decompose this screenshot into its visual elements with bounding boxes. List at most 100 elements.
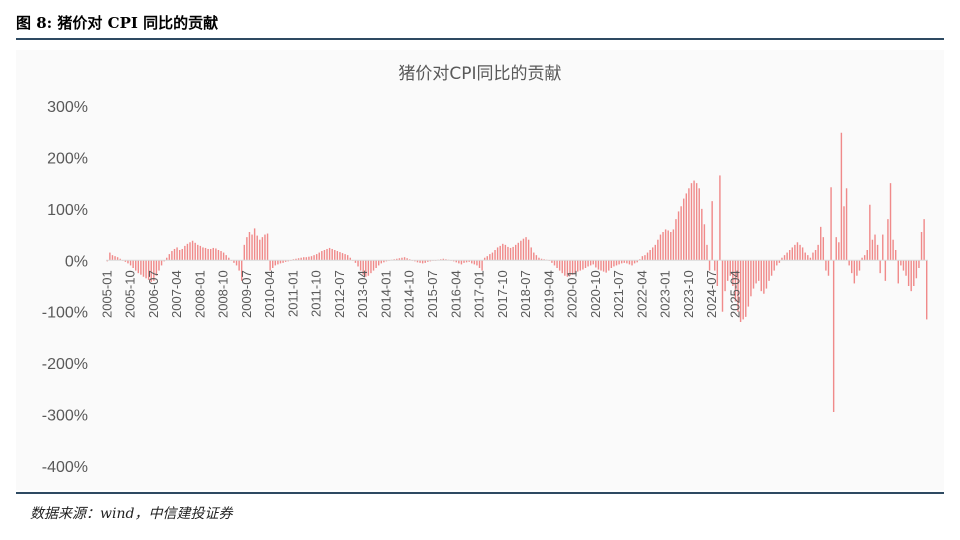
bar: [871, 239, 874, 261]
bar: [646, 252, 649, 261]
bar: [189, 242, 191, 261]
bar: [305, 257, 308, 261]
bar: [334, 250, 336, 261]
bar: [913, 260, 915, 286]
bar: [571, 260, 574, 275]
y-tick-label: -100%: [42, 305, 88, 322]
bar: [861, 257, 863, 261]
bar: [416, 260, 419, 263]
bar: [520, 240, 522, 261]
bar: [473, 260, 476, 265]
bar: [191, 240, 194, 261]
bar: [602, 260, 605, 272]
bar: [845, 188, 848, 261]
bar: [747, 260, 750, 307]
bar: [667, 230, 669, 261]
y-tick-label: 300%: [47, 99, 88, 116]
bar: [160, 260, 163, 266]
bar: [292, 259, 295, 261]
bar: [551, 260, 553, 263]
bar: [675, 219, 677, 261]
bar: [147, 260, 150, 280]
bar: [235, 260, 238, 266]
bar: [817, 244, 819, 261]
bar: [264, 234, 266, 261]
bar: [659, 234, 662, 261]
bar: [582, 260, 584, 270]
bar: [515, 244, 517, 261]
bar: [778, 260, 781, 263]
bar: [915, 260, 918, 279]
bar: [308, 256, 310, 261]
bar: [140, 260, 142, 275]
bar: [840, 132, 843, 261]
bar: [814, 250, 817, 261]
bar: [455, 260, 457, 263]
bar: [587, 260, 589, 267]
bar: [825, 260, 827, 271]
bar: [380, 260, 382, 264]
bar: [863, 255, 866, 261]
bar: [414, 260, 416, 262]
bar: [199, 245, 202, 261]
bar: [504, 244, 507, 261]
bar: [173, 248, 176, 261]
bar: [856, 260, 858, 276]
bar: [357, 260, 359, 267]
bar: [724, 260, 726, 292]
bar: [685, 193, 688, 261]
bar: [458, 260, 460, 264]
source-note: 数据来源：wind，中信建投证券: [30, 506, 233, 522]
bar: [657, 239, 659, 261]
bar: [135, 260, 137, 271]
bar: [375, 260, 377, 268]
bar: [527, 239, 530, 261]
bar: [633, 260, 636, 264]
bar: [623, 260, 625, 263]
bar: [406, 258, 408, 261]
bar: [636, 260, 638, 263]
bar: [786, 252, 788, 261]
bar: [644, 255, 646, 261]
bar: [910, 260, 912, 292]
bar: [341, 253, 344, 261]
bar: [809, 257, 812, 261]
x-tick-label: 2005-01: [99, 270, 114, 318]
bar: [266, 233, 269, 261]
bar: [801, 247, 804, 261]
bar: [186, 243, 189, 261]
bar: [403, 257, 406, 261]
bar: [538, 257, 540, 261]
bar: [478, 260, 481, 268]
bar: [561, 260, 563, 274]
bar: [755, 260, 757, 284]
bar: [181, 248, 183, 261]
bar: [155, 260, 158, 276]
bar: [641, 256, 644, 261]
bar: [246, 237, 248, 261]
bar: [378, 260, 380, 266]
figure-title: 图 8: 猪价对 CPI 同比的贡献: [16, 14, 219, 32]
bar: [887, 219, 889, 261]
bar: [569, 260, 571, 276]
bar: [773, 260, 775, 271]
bar: [222, 252, 225, 261]
bar: [153, 260, 155, 281]
bar: [517, 242, 519, 261]
bar: [471, 260, 473, 264]
bar: [282, 260, 284, 263]
bar: [830, 187, 832, 261]
bar: [768, 260, 770, 281]
bar: [600, 260, 602, 271]
bar: [194, 242, 196, 261]
bar: [398, 258, 401, 261]
bar: [672, 229, 675, 261]
bar: [279, 260, 282, 264]
bar: [163, 260, 165, 262]
chart-svg: 猪价对CPI同比的贡献 300% 200% 100% 0% -100% -200% -300…: [42, 64, 928, 476]
bar: [579, 260, 582, 271]
bar: [109, 252, 111, 261]
bar: [499, 245, 501, 261]
bar: [220, 251, 222, 261]
bar: [714, 260, 716, 271]
